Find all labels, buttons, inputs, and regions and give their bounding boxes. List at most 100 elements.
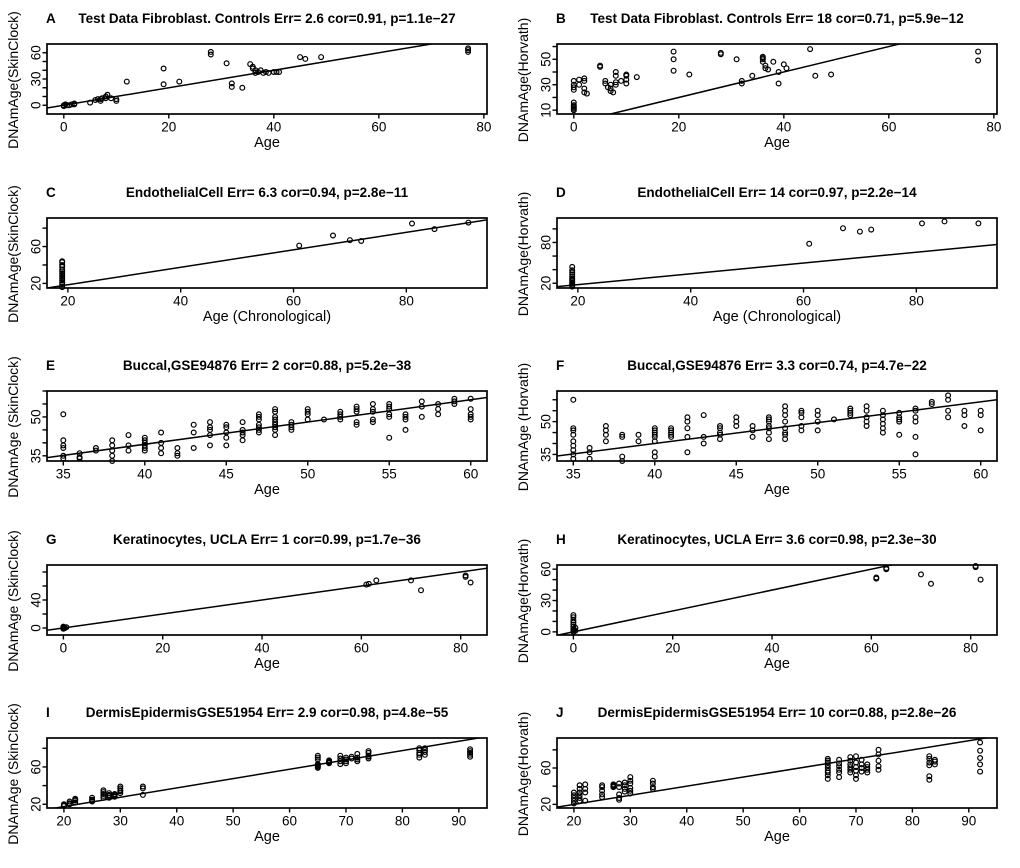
panel-title-C: EndothelialCell Err= 6.3 cor=0.94, p=2.8… bbox=[125, 184, 409, 200]
x-axis-label-I: Age bbox=[254, 829, 280, 846]
plot-area-C: 20 40 60 80 20 60 bbox=[29, 216, 488, 308]
x-axis-label-H: Age bbox=[764, 655, 790, 672]
svg-text:80: 80 bbox=[395, 814, 410, 829]
panel-title-E: Buccal,GSE94876 Err= 2 cor=0.88, p=5.2e−… bbox=[122, 358, 412, 374]
panel-letter-G: G bbox=[46, 531, 57, 547]
svg-text:30: 30 bbox=[539, 593, 554, 608]
panel-title-D: EndothelialCell Err= 14 cor=0.97, p=2.2e… bbox=[637, 184, 917, 200]
panel-B: DNAmAge(Horvath) B Test Data Fibroblast.… bbox=[510, 0, 1020, 174]
panel-F: DNAmAge (Horvath) F Buccal,GSE94876 Err=… bbox=[510, 347, 1020, 521]
svg-text:0: 0 bbox=[60, 640, 68, 655]
svg-text:55: 55 bbox=[382, 467, 397, 482]
panel-title-G: Keratinocytes, UCLA Err= 1 cor=0.99, p=1… bbox=[113, 531, 421, 547]
svg-text:70: 70 bbox=[848, 814, 863, 829]
svg-text:80: 80 bbox=[963, 640, 978, 655]
svg-text:40: 40 bbox=[647, 467, 662, 482]
svg-text:40: 40 bbox=[137, 467, 152, 482]
x-axis-label-B: Age bbox=[764, 135, 790, 151]
panel-letter-H: H bbox=[556, 531, 566, 547]
panel-title-J: DermisEpidermisGSE51954 Err= 10 cor=0.88… bbox=[597, 705, 957, 721]
panel-C: DNAmAge(SkinClock) C EndothelialCell Err… bbox=[0, 174, 510, 348]
svg-text:50: 50 bbox=[736, 814, 751, 829]
panel-H: DNAmAge(Horvath) H Keratinocytes, UCLA E… bbox=[510, 521, 1020, 695]
panel-title-B: Test Data Fibroblast. Controls Err= 18 c… bbox=[590, 11, 964, 26]
svg-text:60: 60 bbox=[463, 467, 478, 482]
svg-text:60: 60 bbox=[539, 761, 554, 776]
svg-text:35: 35 bbox=[29, 448, 44, 463]
svg-text:30: 30 bbox=[623, 814, 638, 829]
svg-text:10: 10 bbox=[539, 103, 554, 118]
x-axis-label-F: Age bbox=[764, 482, 790, 499]
svg-text:30: 30 bbox=[539, 77, 554, 92]
panel-E: DNAmAge (SkinClock) E Buccal,GSE94876 Er… bbox=[0, 347, 510, 521]
svg-text:40: 40 bbox=[169, 814, 184, 829]
x-axis-label-E: Age bbox=[254, 482, 280, 499]
panel-letter-F: F bbox=[556, 358, 565, 374]
panel-D: DNAmAge(Horvath) D EndothelialCell Err= … bbox=[510, 174, 1020, 348]
svg-text:60: 60 bbox=[539, 561, 554, 576]
plot-area-G: 0 20 40 60 80 0 40 bbox=[29, 563, 488, 655]
panel-title-A: Test Data Fibroblast. Controls Err= 2.6 … bbox=[78, 11, 456, 26]
svg-text:60: 60 bbox=[29, 239, 44, 254]
svg-text:90: 90 bbox=[451, 814, 466, 829]
svg-text:20: 20 bbox=[539, 797, 554, 812]
svg-text:0: 0 bbox=[60, 120, 68, 135]
panel-title-H: Keratinocytes, UCLA Err= 3.6 cor=0.98, p… bbox=[617, 531, 937, 547]
svg-text:80: 80 bbox=[905, 814, 920, 829]
svg-text:60: 60 bbox=[286, 293, 301, 308]
x-axis-label-G: Age bbox=[254, 655, 280, 672]
panel-letter-C: C bbox=[46, 184, 56, 200]
svg-text:50: 50 bbox=[539, 414, 554, 429]
svg-text:90: 90 bbox=[961, 814, 976, 829]
svg-text:20: 20 bbox=[671, 120, 686, 135]
plot-area-H: 0 20 40 60 80 0 30 60 bbox=[539, 561, 998, 655]
svg-text:20: 20 bbox=[570, 293, 585, 308]
panel-A: DNAmAge(SkinClock) A Test Data Fibroblas… bbox=[0, 0, 510, 174]
x-axis-label-C: Age (Chronological) bbox=[202, 308, 332, 325]
svg-text:60: 60 bbox=[354, 640, 369, 655]
svg-text:45: 45 bbox=[729, 467, 744, 482]
svg-text:35: 35 bbox=[566, 467, 581, 482]
plot-area-D: 20 40 60 80 20 80 bbox=[539, 216, 998, 308]
svg-text:60: 60 bbox=[29, 45, 44, 60]
panel-G: DNAmAge (SkinClock) G Keratinocytes, UCL… bbox=[0, 521, 510, 695]
panel-J: DNAmAge(Horvath) J DermisEpidermisGSE519… bbox=[510, 694, 1020, 868]
svg-text:70: 70 bbox=[338, 814, 353, 829]
svg-text:40: 40 bbox=[776, 120, 791, 135]
svg-text:45: 45 bbox=[219, 467, 234, 482]
panel-letter-A: A bbox=[46, 11, 56, 26]
svg-text:60: 60 bbox=[796, 293, 811, 308]
svg-text:50: 50 bbox=[29, 410, 44, 425]
svg-text:20: 20 bbox=[60, 293, 75, 308]
svg-text:20: 20 bbox=[29, 797, 44, 812]
svg-text:60: 60 bbox=[864, 640, 879, 655]
svg-text:50: 50 bbox=[226, 814, 241, 829]
panel-letter-D: D bbox=[556, 184, 566, 200]
svg-text:20: 20 bbox=[161, 120, 176, 135]
svg-text:80: 80 bbox=[476, 120, 491, 135]
svg-text:60: 60 bbox=[973, 467, 988, 482]
plot-area-A: 0 20 40 60 80 0 30 60 bbox=[29, 43, 491, 135]
svg-text:60: 60 bbox=[371, 120, 386, 135]
svg-text:80: 80 bbox=[539, 235, 554, 250]
panel-title-F: Buccal,GSE94876 Err= 3.3 cor=0.74, p=4.7… bbox=[627, 358, 927, 374]
svg-text:60: 60 bbox=[29, 760, 44, 775]
panel-letter-B: B bbox=[556, 11, 566, 26]
svg-text:80: 80 bbox=[399, 293, 414, 308]
x-axis-label-J: Age bbox=[764, 829, 790, 846]
svg-text:60: 60 bbox=[282, 814, 297, 829]
svg-text:40: 40 bbox=[255, 640, 270, 655]
panel-letter-E: E bbox=[46, 358, 56, 374]
panel-I: DNAmAge (SkinClock) I DermisEpidermisGSE… bbox=[0, 694, 510, 868]
svg-text:0: 0 bbox=[570, 120, 578, 135]
panel-letter-I: I bbox=[46, 705, 50, 721]
plot-area-J: 20 30 40 50 60 70 80 90 20 60 bbox=[539, 737, 998, 829]
svg-text:50: 50 bbox=[300, 467, 315, 482]
plot-area-E: 35 40 45 50 55 60 35 50 bbox=[29, 390, 488, 482]
svg-text:30: 30 bbox=[113, 814, 128, 829]
svg-text:55: 55 bbox=[892, 467, 907, 482]
svg-text:0: 0 bbox=[539, 628, 554, 636]
svg-text:35: 35 bbox=[539, 447, 554, 462]
svg-text:30: 30 bbox=[29, 71, 44, 86]
